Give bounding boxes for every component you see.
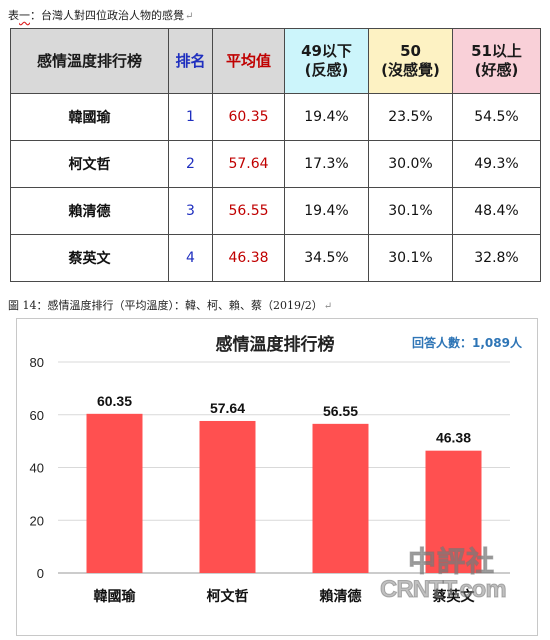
table-row: 柯文哲 2 57.64 17.3% 30.0% 49.3% [10, 140, 541, 188]
cell-negative: 19.4% [284, 93, 369, 141]
header-negative-line1: 49以下 [301, 42, 352, 60]
data-label: 56.55 [323, 403, 358, 419]
header-negative: 49以下 (反感) [284, 28, 369, 94]
chart-title: 感情溫度排行榜 [215, 335, 335, 355]
ranking-table: 感情溫度排行榜 排名 平均值 49以下 (反感) 50 (沒感覺) 51以上 (… [10, 28, 541, 282]
cell-negative: 17.3% [284, 140, 369, 188]
bar [312, 423, 369, 573]
table-row: 韓國瑜 1 60.35 19.4% 23.5% 54.5% [10, 93, 541, 141]
data-label: 57.64 [210, 400, 245, 416]
bar [86, 413, 143, 573]
cell-rank: 4 [168, 234, 213, 282]
cell-name: 柯文哲 [10, 140, 169, 188]
cell-negative: 34.5% [284, 234, 369, 282]
bar [199, 420, 256, 573]
respondent-count: 回答人數：1,089人 [412, 336, 522, 350]
cell-neutral: 30.1% [368, 234, 453, 282]
header-positive-line1: 51以上 [471, 42, 522, 60]
cell-average: 60.35 [212, 93, 285, 141]
cell-name: 韓國瑜 [10, 93, 169, 141]
header-neutral-line2: (沒感覺) [381, 61, 440, 79]
cell-average: 46.38 [212, 234, 285, 282]
y-tick-label: 40 [30, 461, 44, 476]
table-row: 蔡英文 4 46.38 34.5% 30.1% 32.8% [10, 234, 541, 282]
x-tick-label: 韓國瑜 [94, 588, 137, 605]
figure-caption: 圖 14：感情溫度排行（平均溫度）：韓、柯、賴、蔡（2019/2）↵ [8, 297, 332, 313]
y-tick-label: 0 [37, 566, 44, 581]
data-label: 46.38 [436, 430, 471, 446]
cell-average: 57.64 [212, 140, 285, 188]
cell-positive: 32.8% [452, 234, 541, 282]
cell-name: 蔡英文 [10, 234, 169, 282]
x-tick-label: 蔡英文 [432, 588, 476, 605]
y-tick-label: 60 [30, 408, 44, 423]
y-tick-label: 20 [30, 513, 44, 528]
cell-positive: 49.3% [452, 140, 541, 188]
header-positive-line2: (好感) [474, 61, 519, 79]
header-negative-line2: (反感) [304, 61, 349, 79]
header-neutral: 50 (沒感覺) [368, 28, 453, 94]
figure-caption-text: 圖 14：感情溫度排行（平均溫度）：韓、柯、賴、蔡（2019/2） [8, 299, 323, 312]
table-caption: 表一：台灣人對四位政治人物的感覺↵ [8, 7, 193, 23]
x-tick-label: 賴清德 [320, 588, 362, 605]
header-neutral-line1: 50 [400, 42, 421, 60]
bar [425, 450, 482, 573]
table-caption-number: 一 [19, 9, 30, 22]
x-tick-label: 柯文哲 [207, 588, 249, 605]
table-header-row: 感情溫度排行榜 排名 平均值 49以下 (反感) 50 (沒感覺) 51以上 (… [10, 28, 541, 94]
header-rank: 排名 [168, 28, 213, 94]
cell-positive: 54.5% [452, 93, 541, 141]
cell-neutral: 23.5% [368, 93, 453, 141]
header-title: 感情溫度排行榜 [10, 28, 169, 94]
header-positive: 51以上 (好感) [452, 28, 541, 94]
paragraph-mark-icon: ↵ [323, 301, 333, 312]
table-caption-prefix: 表 [8, 9, 19, 22]
table-caption-text: ：台灣人對四位政治人物的感覺 [30, 9, 184, 22]
data-label: 60.35 [97, 393, 132, 409]
paragraph-mark-icon: ↵ [185, 11, 194, 22]
cell-positive: 48.4% [452, 187, 541, 235]
y-tick-label: 80 [30, 355, 44, 370]
